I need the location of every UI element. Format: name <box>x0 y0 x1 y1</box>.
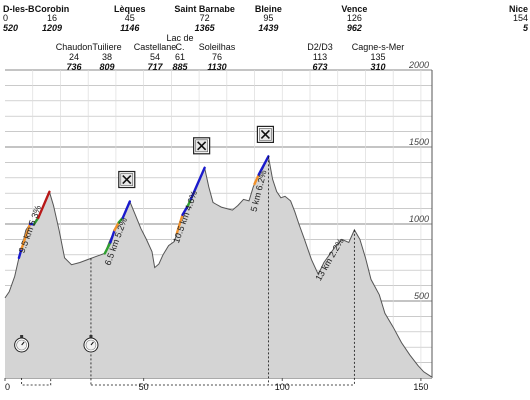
climb-segment <box>253 173 260 186</box>
top-place-altitude: 1146 <box>120 23 140 33</box>
x-tick-label: 50 <box>139 382 149 392</box>
climb-segment <box>20 222 32 250</box>
profile-line <box>4 154 433 378</box>
secondary-place-km: 38 <box>102 52 112 62</box>
climb-segment <box>17 247 23 260</box>
top-place-altitude: 1209 <box>42 23 62 33</box>
secondary-place-altitude: 885 <box>172 62 188 72</box>
stopwatch-hand <box>21 341 25 346</box>
top-place-km: 154 <box>513 13 528 23</box>
climb-segment <box>37 190 51 220</box>
secondary-place-altitude: 717 <box>147 62 163 72</box>
top-place-altitude: 1365 <box>195 23 216 33</box>
markers-layer <box>14 125 355 386</box>
top-place-name: Corobin <box>35 4 70 14</box>
top-place-name: Saint Barnabe <box>174 4 235 14</box>
stopwatch-icon <box>14 335 30 353</box>
secondary-place-name: Tuiliere <box>92 42 121 52</box>
food-service-icon <box>118 170 136 189</box>
stopwatch-crown <box>89 335 93 338</box>
climb-segment <box>32 216 40 226</box>
top-place-km: 126 <box>347 13 362 23</box>
secondary-place-km: 135 <box>370 52 385 62</box>
fork-shape <box>122 174 132 185</box>
secondary-place-name: D2/D3 <box>307 42 333 52</box>
stopwatch-crown <box>20 335 24 338</box>
climb-segment <box>103 241 112 255</box>
profile-area-layer <box>4 154 433 378</box>
secondary-place-name: C. <box>176 42 185 52</box>
top-place-name: Nice <box>509 4 528 14</box>
secondary-place-name: Cagne-s-Mer <box>352 42 405 52</box>
secondary-place-altitude: 809 <box>99 62 114 72</box>
climb-segments-layer <box>17 155 270 260</box>
top-place-name: Lèques <box>114 4 146 14</box>
x-tick-label: 100 <box>275 382 290 392</box>
top-place-name: D-les-B <box>3 4 35 14</box>
x-tick-label: 150 <box>413 382 428 392</box>
climb-segment <box>109 228 116 244</box>
stopwatch-icon <box>83 335 99 353</box>
climb-segment <box>121 200 132 220</box>
climb-segment <box>181 204 190 217</box>
secondary-place-altitude: 310 <box>370 62 385 72</box>
y-tick-label: 500 <box>414 291 429 301</box>
climb-segment <box>175 213 184 235</box>
top-place-altitude: 5 <box>523 23 529 33</box>
secondary-place-km: 76 <box>212 52 222 62</box>
secondary-place-name: Chaudon <box>56 42 93 52</box>
top-place-km: 45 <box>125 13 135 23</box>
top-place-altitude: 520 <box>3 23 18 33</box>
dashed-bracket <box>21 378 52 386</box>
y-tick-label: 1000 <box>409 214 429 224</box>
climb-segment <box>189 166 206 201</box>
climb-segment <box>113 221 120 232</box>
secondary-place-name: Lac de <box>166 33 193 43</box>
secondary-place-km: 54 <box>150 52 160 62</box>
secondary-place-altitude: 673 <box>312 62 327 72</box>
secondary-place-name: Soleilhas <box>199 42 236 52</box>
secondary-place-km: 24 <box>69 52 79 62</box>
secondary-place-altitude: 1130 <box>207 62 226 72</box>
top-place-km: 0 <box>3 13 8 23</box>
fork-shape <box>197 141 207 151</box>
top-place-name: Bleine <box>255 4 282 14</box>
food-service-icon <box>193 137 211 155</box>
top-place-km: 16 <box>47 13 57 23</box>
food-service-icon <box>256 125 275 143</box>
profile-area <box>5 156 432 378</box>
x-tick-label: 0 <box>5 382 10 392</box>
secondary-place-altitude: 736 <box>66 62 82 72</box>
climb-segment <box>257 155 270 176</box>
y-tick-label: 2000 <box>408 60 429 70</box>
fork-shape <box>260 129 270 139</box>
stopwatch-hand <box>90 341 94 346</box>
secondary-place-name: Castellane <box>134 42 177 52</box>
secondary-place-km: 61 <box>175 52 185 62</box>
top-place-altitude: 962 <box>347 23 362 33</box>
top-place-name: Vence <box>341 4 367 14</box>
secondary-place-km: 113 <box>313 52 327 62</box>
y-tick-label: 1500 <box>409 137 429 147</box>
top-place-altitude: 1439 <box>258 23 278 33</box>
top-place-km: 72 <box>200 13 210 23</box>
top-place-km: 95 <box>263 13 273 23</box>
